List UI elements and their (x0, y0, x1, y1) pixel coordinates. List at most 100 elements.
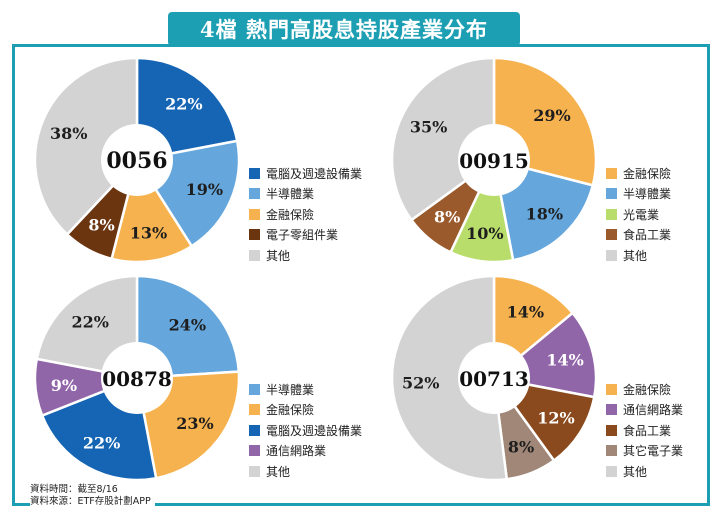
legend-swatch (606, 404, 617, 416)
legend-entry: 其他 (606, 461, 683, 482)
pie-slice (135, 274, 241, 380)
legend-label: 半導體業 (623, 187, 672, 202)
pie-slice (390, 56, 496, 222)
legend-00878: 半導體業金融保險電腦及週邊設備業 通信網路業其他 (249, 379, 362, 482)
legend-swatch (249, 167, 260, 179)
legend-swatch (606, 445, 617, 457)
slice-label: 12% (537, 408, 574, 427)
fund-code-label: 0056 (106, 148, 167, 174)
legend-entry: 食品工業 (606, 225, 671, 246)
legend-entry: 金融保險 (249, 400, 362, 421)
legend-label: 其他 (623, 248, 648, 263)
legend-label: 通信網路業 (266, 444, 327, 459)
slice-label: 8% (88, 215, 114, 234)
legend-0056: 電腦及週邊設備業 半導體業金融保險電子零組件業 其他 (249, 163, 362, 266)
slice-label: 24% (169, 316, 206, 335)
slice-label: 8% (508, 437, 534, 456)
center-hole (458, 342, 530, 414)
slice-label: 13% (130, 224, 167, 243)
legend-entry: 電子零組件業 (249, 225, 362, 246)
legend-swatch (249, 229, 260, 241)
slice-label: 22% (83, 433, 120, 452)
legend-swatch (249, 424, 260, 436)
legend-label: 電子零組件業 (266, 228, 339, 243)
data-source: 資料來源：ETF存股計劃APP (30, 496, 151, 507)
legend-entry: 通信網路業 (249, 441, 362, 462)
legend-swatch (249, 208, 260, 220)
slice-label: 29% (533, 106, 570, 125)
legend-swatch (249, 465, 260, 477)
legend-swatch (606, 167, 617, 179)
legend-entry: 食品工業 (606, 420, 683, 441)
legend-swatch (249, 404, 260, 416)
data-date: 資料時間：截至8/16 (30, 484, 118, 495)
center-hole (101, 342, 173, 414)
legend-entry: 半導體業 (606, 184, 671, 205)
fund-code-label: 00713 (459, 367, 529, 391)
pie-slice (390, 274, 509, 482)
slice-label: 35% (410, 118, 447, 137)
slice-label: 38% (50, 124, 87, 143)
slice-label: 14% (546, 351, 583, 370)
legend-swatch (249, 188, 260, 200)
footer-notes: 資料時間：截至8/16 資料來源：ETF存股計劃APP (30, 484, 155, 508)
legend-label: 其他 (623, 464, 648, 479)
legend-entry: 其他 (606, 245, 671, 266)
legend-entry: 通信網路業 (606, 400, 683, 421)
legend-entry: 半導體業 (249, 379, 362, 400)
pie-slice (33, 56, 139, 237)
legend-label: 電腦及週邊設備業 (266, 166, 363, 181)
legend-swatch (606, 188, 617, 200)
title-banner: 4檔 熱門高股息持股產業分布 (168, 12, 520, 46)
legend-label: 通信網路業 (623, 403, 684, 418)
slice-label: 22% (165, 94, 202, 113)
legend-label: 其他 (266, 464, 291, 479)
pie-00713: 14% 14% 12%8% 52% 00713 (390, 274, 598, 482)
pie-0056: 22% 19% 13% 8% 38% 0056 (33, 56, 241, 264)
legend-swatch (606, 229, 617, 241)
legend-label: 光電業 (623, 207, 660, 222)
legend-swatch (606, 383, 617, 395)
slice-label: 8% (434, 208, 460, 227)
center-hole (458, 124, 530, 196)
slice-label: 23% (176, 414, 213, 433)
legend-entry: 半導體業 (249, 184, 362, 205)
slice-label: 52% (402, 374, 439, 393)
legend-swatch (606, 424, 617, 436)
legend-entry: 金融保險 (606, 379, 683, 400)
legend-swatch (249, 383, 260, 395)
slice-label: 18% (526, 205, 563, 224)
legend-swatch (249, 249, 260, 261)
legend-label: 金融保險 (266, 403, 315, 418)
legend-label: 半導體業 (266, 382, 315, 397)
legend-entry: 金融保險 (249, 204, 362, 225)
legend-label: 其它電子業 (623, 444, 684, 459)
fund-code-label: 00878 (102, 367, 172, 391)
center-hole (101, 124, 173, 196)
legend-swatch (606, 465, 617, 477)
pie-00915: 29% 18% 10% 8% 35% 00915 (390, 56, 598, 264)
slice-label: 9% (51, 376, 77, 395)
legend-swatch (606, 208, 617, 220)
legend-label: 半導體業 (266, 187, 315, 202)
legend-entry: 電腦及週邊設備業 (249, 163, 362, 184)
page-title: 4檔 熱門高股息持股產業分布 (200, 17, 488, 42)
legend-swatch (249, 445, 260, 457)
slice-label: 22% (71, 312, 108, 331)
legend-00915: 金融保險半導體業光電業食品工業其他 (606, 163, 671, 266)
legend-label: 電腦及週邊設備業 (266, 423, 363, 438)
legend-label: 金融保險 (623, 382, 672, 397)
legend-swatch (606, 249, 617, 261)
legend-label: 食品工業 (623, 423, 672, 438)
pie-00878: 24% 23% 22% 9% 22% 00878 (33, 274, 241, 482)
slice-label: 19% (186, 180, 223, 199)
legend-label: 食品工業 (623, 228, 672, 243)
legend-entry: 其他 (249, 245, 362, 266)
legend-00713: 金融保險通信網路業食品工業其它電子業其他 (606, 379, 683, 482)
slice-label: 10% (466, 224, 503, 243)
legend-label: 其他 (266, 248, 291, 263)
legend-label: 金融保險 (623, 166, 672, 181)
legend-entry: 其它電子業 (606, 441, 683, 462)
legend-entry: 其他 (249, 461, 362, 482)
